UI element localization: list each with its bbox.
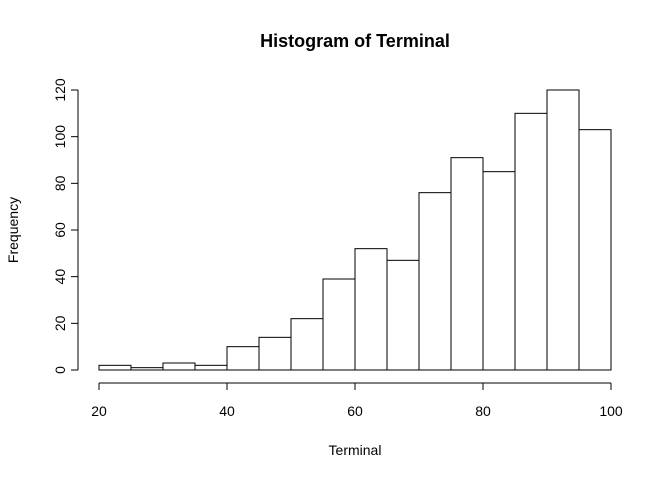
x-axis-label: Terminal [329, 442, 382, 458]
y-tick-label-2: 40 [52, 269, 68, 285]
histogram-bar-5 [258, 336, 292, 371]
histogram-bar-13 [514, 112, 548, 371]
bars-group [98, 89, 612, 371]
y-tick-label-6: 120 [52, 78, 68, 102]
histogram-bar-14 [546, 89, 580, 371]
histogram-bar-2 [162, 362, 196, 371]
x-tick-label-1: 40 [219, 403, 235, 419]
y-tick-label-5: 100 [52, 125, 68, 149]
histogram-bar-8 [354, 248, 388, 371]
y-tick-label-1: 20 [52, 315, 68, 331]
histogram-bar-3 [194, 364, 228, 371]
histogram-bar-9 [386, 259, 420, 371]
chart-title: Histogram of Terminal [260, 31, 450, 51]
y-tick-label-0: 0 [52, 366, 68, 374]
histogram-bar-4 [226, 346, 260, 371]
histogram-bar-1 [130, 367, 164, 371]
histogram-bar-11 [450, 157, 484, 371]
x-tick-label-2: 60 [347, 403, 363, 419]
x-tick-label-4: 100 [599, 403, 623, 419]
y-axis-label: Frequency [5, 197, 21, 263]
y-tick-label-3: 60 [52, 222, 68, 238]
histogram-bar-6 [290, 318, 324, 371]
y-axis: 0 20 40 60 80 100 120 [52, 78, 79, 374]
histogram-bar-10 [418, 192, 452, 371]
histogram-bar-12 [482, 171, 516, 371]
histogram-bar-15 [578, 129, 612, 371]
y-tick-label-4: 80 [52, 175, 68, 191]
histogram-bar-7 [322, 278, 356, 371]
x-axis: 20 40 60 80 100 [91, 382, 623, 419]
x-tick-label-0: 20 [91, 403, 107, 419]
histogram-bar-0 [98, 364, 132, 371]
x-tick-label-3: 80 [475, 403, 491, 419]
